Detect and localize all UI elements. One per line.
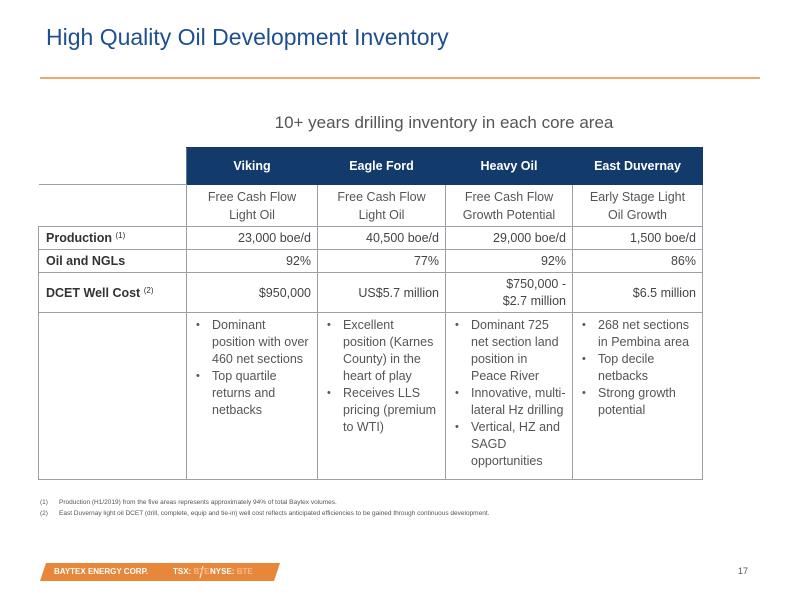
bullet-list: 268 net sections in Pembina area Top dec… [582,317,696,419]
list-item: 268 net sections in Pembina area [582,317,696,351]
row-label-oil-ngls: Oil and NGLs [38,249,187,273]
bullet-list: Dominant 725 net section land position i… [455,317,566,470]
inventory-table: Viking Eagle Ford Heavy Oil East Duverna… [38,147,703,480]
highlights-viking: Dominant position with over 460 net sect… [186,312,318,480]
table-header-row: Viking Eagle Ford Heavy Oil East Duverna… [38,147,703,185]
list-item: Vertical, HZ and SAGD opportunities [455,419,566,470]
footnotes: (1) Production (H1/2019) from the five ar… [40,497,489,519]
production-east-duvernay: 1,500 boe/d [572,226,703,250]
list-item: Dominant 725 net section land position i… [455,317,566,385]
table-row: Oil and NGLs 92% 77% 92% 86% [38,249,703,273]
list-item: Innovative, multi-lateral Hz drilling [455,385,566,419]
footer-nyse-ticker: NYSE: BTE [210,567,253,576]
descriptor-eagle-ford: Free Cash Flow Light Oil [317,184,446,227]
bullet-list: Excellent position (Karnes County) in th… [327,317,439,436]
descriptor-heavy-oil: Free Cash Flow Growth Potential [445,184,573,227]
well-cost-eagle-ford: US$5.7 million [317,272,446,313]
highlights-blank-cell [38,312,187,480]
descriptor-blank-cell [38,184,187,227]
column-header-eagle-ford: Eagle Ford [317,147,446,185]
highlights-east-duvernay: 268 net sections in Pembina area Top dec… [572,312,703,480]
descriptor-row: Free Cash Flow Light Oil Free Cash Flow Li… [38,184,703,227]
row-label-well-cost: DCET Well Cost (2) [38,272,187,313]
footnote-1: (1) Production (H1/2019) from the five ar… [40,499,337,506]
column-header-east-duvernay: East Duvernay [572,147,703,185]
footer-bar-shape [40,563,280,581]
column-header-heavy-oil: Heavy Oil [445,147,573,185]
page-title: High Quality Oil Development Inventory [46,24,449,50]
list-item: Top decile netbacks [582,351,696,385]
well-cost-heavy-oil: $750,000 - $2.7 million [445,272,573,313]
table-row: DCET Well Cost (2) $950,000 US$5.7 milli… [38,272,703,313]
footer-tsx-ticker: TSX: BTE [173,567,210,576]
well-cost-east-duvernay: $6.5 million [572,272,703,313]
list-item: Dominant position with over 460 net sect… [196,317,311,368]
row-label-production: Production (1) [38,226,187,250]
header-blank-cell [38,147,187,185]
footnote-2: (2) East Duvernay light oil DCET (drill, … [40,510,490,517]
bullet-list: Dominant position with over 460 net sect… [196,317,311,419]
list-item: Excellent position (Karnes County) in th… [327,317,439,385]
footer-company-name: BAYTEX ENERGY CORP. [54,567,149,576]
production-viking: 23,000 boe/d [186,226,318,250]
production-eagle-ford: 40,500 boe/d [317,226,446,250]
table-row: Production (1) 23,000 boe/d 40,500 boe/d… [38,226,703,250]
descriptor-east-duvernay: Early Stage Light Oil Growth [572,184,703,227]
page-number: 17 [738,566,749,576]
highlights-heavy-oil: Dominant 725 net section land position i… [445,312,573,480]
column-header-viking: Viking [186,147,318,185]
title-rule [40,77,760,79]
well-cost-viking: $950,000 [186,272,318,313]
list-item: Receives LLS pricing (premium to WTI) [327,385,439,436]
oil-ngls-viking: 92% [186,249,318,273]
production-heavy-oil: 29,000 boe/d [445,226,573,250]
descriptor-viking: Free Cash Flow Light Oil [186,184,318,227]
highlights-row: Dominant position with over 460 net sect… [38,312,703,480]
oil-ngls-eagle-ford: 77% [317,249,446,273]
list-item: Top quartile returns and netbacks [196,368,311,419]
highlights-eagle-ford: Excellent position (Karnes County) in th… [317,312,446,480]
oil-ngls-east-duvernay: 86% [572,249,703,273]
list-item: Strong growth potential [582,385,696,419]
oil-ngls-heavy-oil: 92% [445,249,573,273]
table-subtitle: 10+ years drilling inventory in each cor… [274,113,614,132]
footer-brand-bar: BAYTEX ENERGY CORP. TSX: BTE NYSE: BTE [40,563,280,581]
